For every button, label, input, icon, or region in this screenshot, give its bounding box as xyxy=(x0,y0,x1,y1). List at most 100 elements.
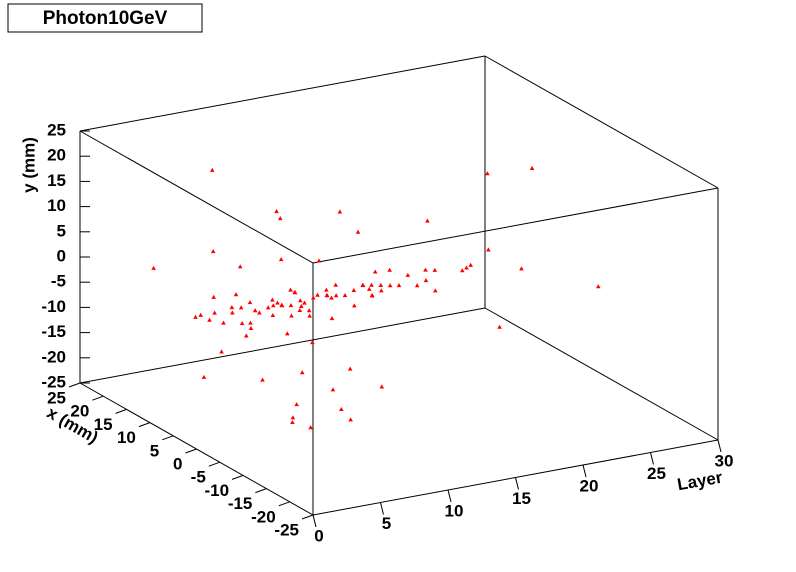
point xyxy=(248,325,254,331)
y-tick xyxy=(138,422,151,428)
point xyxy=(460,268,465,273)
point xyxy=(595,284,601,289)
y-tick xyxy=(115,408,127,414)
point xyxy=(292,289,297,294)
y-tick xyxy=(231,474,244,480)
point xyxy=(239,321,245,326)
y-tick-label: 5 xyxy=(150,441,159,460)
point xyxy=(260,377,265,382)
x-tick xyxy=(447,489,452,503)
point xyxy=(423,278,429,283)
y-tick xyxy=(68,382,81,388)
point xyxy=(230,310,235,315)
point xyxy=(238,305,244,310)
point xyxy=(210,249,216,254)
x-tick-label: 15 xyxy=(512,489,531,508)
point xyxy=(288,303,294,308)
z-tick-label: 15 xyxy=(47,171,66,190)
point xyxy=(396,283,402,288)
point xyxy=(387,267,392,272)
point xyxy=(324,292,330,297)
point xyxy=(209,167,215,172)
point xyxy=(433,288,438,293)
point xyxy=(486,247,491,252)
point xyxy=(270,312,276,318)
y-tick-label: -20 xyxy=(251,507,276,526)
point xyxy=(198,312,203,317)
point xyxy=(290,415,296,420)
point xyxy=(271,303,276,308)
point xyxy=(378,282,384,287)
point xyxy=(347,366,353,371)
point xyxy=(519,266,524,271)
point xyxy=(151,265,156,270)
x-tick xyxy=(515,477,519,490)
point xyxy=(299,370,305,375)
point xyxy=(468,262,473,267)
point xyxy=(329,295,334,300)
x-tick-label: 5 xyxy=(382,514,391,533)
point xyxy=(201,374,207,379)
point xyxy=(308,425,313,430)
x-tick xyxy=(650,452,654,465)
z-tick-label: -10 xyxy=(41,297,66,316)
z-tick-label: 10 xyxy=(47,196,66,215)
point xyxy=(279,302,284,307)
point xyxy=(307,313,312,318)
point xyxy=(529,165,535,171)
point xyxy=(306,308,312,313)
point xyxy=(275,300,280,305)
x-axis-label: Layer xyxy=(676,468,724,495)
point xyxy=(329,316,335,321)
point xyxy=(288,287,293,292)
point xyxy=(387,283,393,288)
point xyxy=(311,295,316,300)
point xyxy=(423,267,428,272)
point xyxy=(372,269,378,274)
point xyxy=(497,324,502,329)
z-tick-label: 5 xyxy=(57,221,66,240)
point xyxy=(360,282,365,287)
point xyxy=(265,305,271,310)
point xyxy=(244,333,249,338)
point xyxy=(248,320,253,325)
point xyxy=(211,294,216,299)
x-tick xyxy=(717,439,722,453)
point xyxy=(405,272,411,277)
point xyxy=(212,310,217,315)
title-box xyxy=(7,3,203,33)
y-tick-label: 0 xyxy=(173,454,182,473)
box-edge xyxy=(79,55,486,132)
point xyxy=(324,287,329,292)
y-tick-label: -5 xyxy=(191,468,206,487)
y-tick xyxy=(185,448,197,454)
point xyxy=(237,264,243,269)
point xyxy=(339,406,344,412)
x-tick xyxy=(380,502,384,515)
y-tick xyxy=(255,488,267,494)
y-tick xyxy=(162,435,174,441)
point xyxy=(298,298,303,303)
point xyxy=(464,265,469,270)
x-tick-label: 20 xyxy=(580,476,599,495)
point xyxy=(298,303,304,309)
point xyxy=(221,320,226,325)
point xyxy=(485,171,490,176)
point xyxy=(193,314,198,319)
point xyxy=(233,292,239,297)
z-tick-label: 20 xyxy=(47,146,66,165)
point xyxy=(333,282,338,287)
point xyxy=(219,349,224,354)
y-tick-label: -15 xyxy=(228,494,253,513)
point xyxy=(302,300,307,305)
z-tick-label: -20 xyxy=(41,347,66,366)
point xyxy=(274,209,279,214)
point xyxy=(277,216,283,221)
point xyxy=(369,282,374,287)
point xyxy=(337,209,343,214)
y-tick xyxy=(301,514,314,520)
point xyxy=(270,297,275,302)
point xyxy=(379,384,385,389)
point xyxy=(285,331,290,336)
